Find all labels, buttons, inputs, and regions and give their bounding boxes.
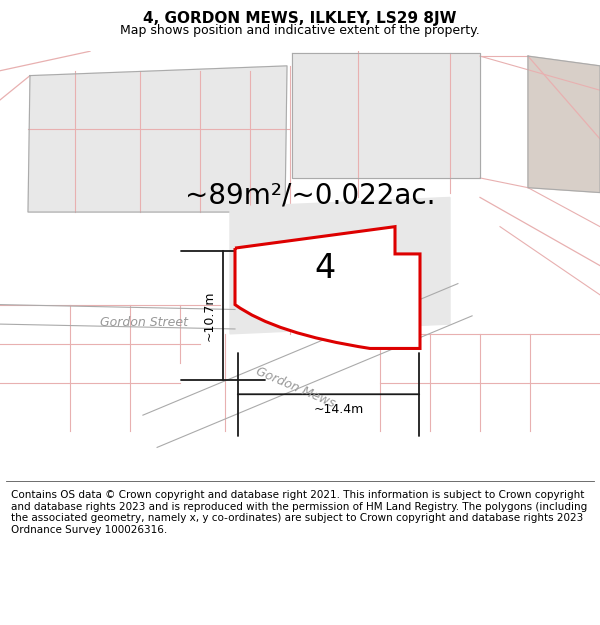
Text: Contains OS data © Crown copyright and database right 2021. This information is : Contains OS data © Crown copyright and d… [11,490,587,535]
Text: ~10.7m: ~10.7m [203,290,215,341]
Text: ~14.4m: ~14.4m [313,403,364,416]
Text: Gordon Mews: Gordon Mews [253,365,337,410]
Text: Gordon Street: Gordon Street [100,316,188,329]
Text: 4: 4 [314,251,335,284]
Polygon shape [292,53,480,178]
Text: Map shows position and indicative extent of the property.: Map shows position and indicative extent… [120,24,480,37]
PathPatch shape [235,227,420,349]
Polygon shape [230,198,450,334]
Polygon shape [28,66,287,212]
Polygon shape [528,56,600,192]
Text: 4, GORDON MEWS, ILKLEY, LS29 8JW: 4, GORDON MEWS, ILKLEY, LS29 8JW [143,11,457,26]
Text: ~89m²/~0.022ac.: ~89m²/~0.022ac. [185,181,435,209]
